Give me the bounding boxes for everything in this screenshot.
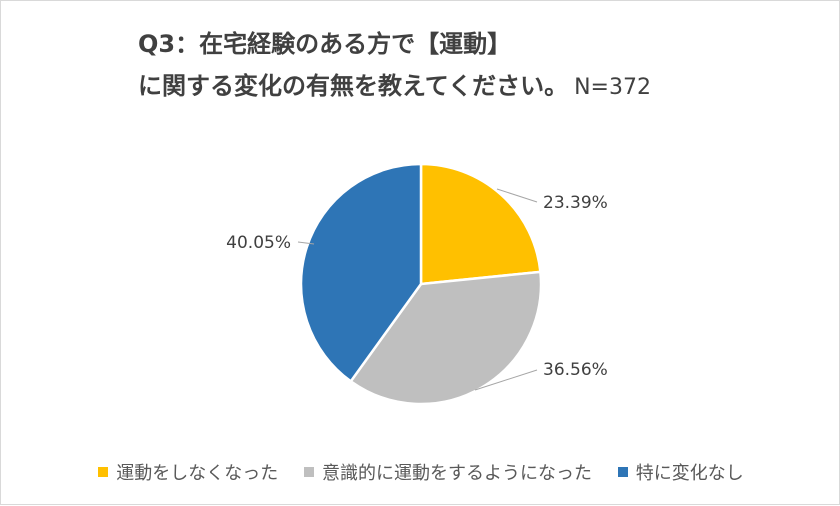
leader-line [474,369,538,391]
leader-line [297,241,315,245]
data-label: 40.05% [226,233,291,253]
leader-line [496,188,538,203]
data-labels: 23.39% 36.56% 40.05% [226,193,608,380]
legend-label: 運動をしなくなった [116,463,279,484]
title-line-1: Q3：在宅経験のある方で【運動】 [138,30,512,58]
title-line-2: に関する変化の有無を教えてください。 N=372 [138,65,651,109]
slice-no-exercise [419,162,542,286]
legend-swatch [617,467,628,477]
legend-swatch [98,467,109,477]
legend-item-no-exercise: 運動をしなくなった [98,459,278,485]
title-line-2-text: に関する変化の有無を教えてください。 [138,72,569,100]
leader-lines [297,188,538,391]
sample-size: N=372 [574,75,651,100]
data-label: 23.39% [543,193,608,213]
pie-slices [299,162,543,406]
legend-item-no-change: 特に変化なし [617,459,744,485]
legend-label: 意識的に運動をするようになった [322,463,592,484]
legend: 運動をしなくなった 意識的に運動をするようになった 特に変化なし [1,459,840,485]
legend-label: 特に変化なし [635,463,744,484]
legend-swatch [304,467,314,477]
legend-item-more-exercise: 意識的に運動をするようになった [304,459,592,485]
slice-no-change [299,162,423,384]
chart-title: Q3：在宅経験のある方で【運動】 に関する変化の有無を教えてください。 N=372 [138,23,651,109]
data-label: 36.56% [543,360,608,380]
